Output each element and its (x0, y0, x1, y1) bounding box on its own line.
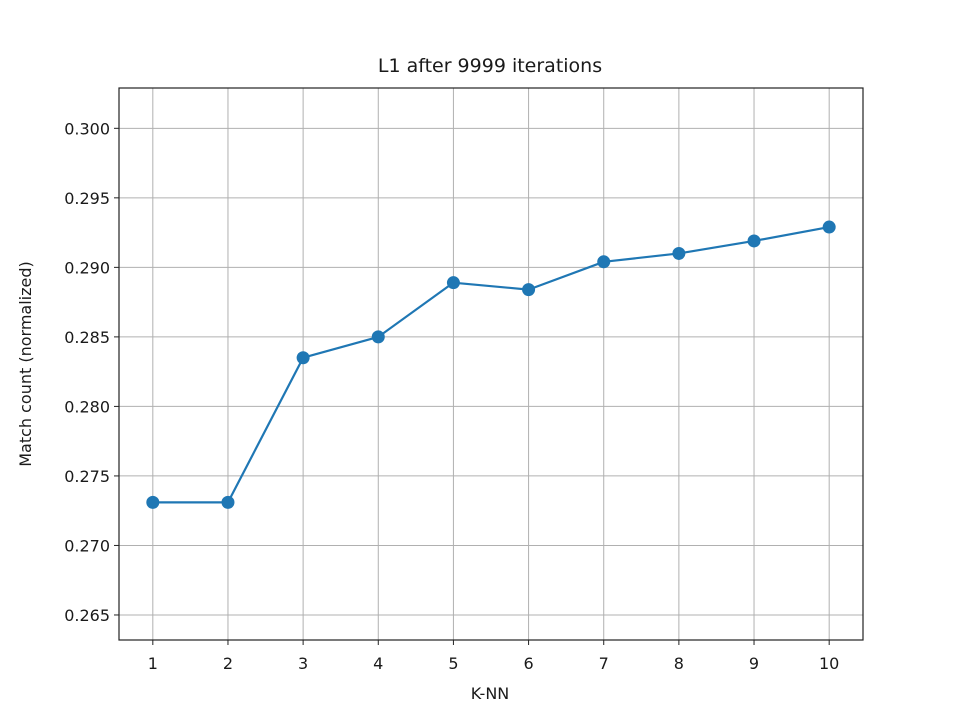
ticks: 1 2 3 4 5 6 7 8 9 10 0.265 0.270 0.275 0.280 0.285 0.29… (64, 119, 839, 673)
data-point (146, 495, 160, 509)
x-tick-label: 5 (448, 654, 458, 673)
x-tick-label: 9 (749, 654, 759, 673)
x-tick-label: 8 (674, 654, 684, 673)
data-point (597, 255, 611, 269)
x-tick-label: 10 (819, 654, 839, 673)
x-tick-label: 6 (523, 654, 533, 673)
series-layer (146, 220, 836, 509)
series-line (152, 225, 830, 504)
grid (119, 88, 863, 640)
y-tick-label: 0.295 (64, 189, 110, 208)
x-tick-label: 7 (599, 654, 609, 673)
data-point (672, 246, 686, 260)
data-point (221, 495, 235, 509)
y-tick-label: 0.290 (64, 258, 110, 277)
y-tick-label: 0.300 (64, 119, 110, 138)
data-point (371, 330, 385, 344)
y-tick-label: 0.280 (64, 397, 110, 416)
x-axis-label: K-NN (471, 684, 510, 703)
data-point (446, 276, 460, 290)
x-tick-label: 2 (223, 654, 233, 673)
data-point (522, 283, 536, 297)
chart-title: L1 after 9999 iterations (378, 55, 602, 77)
y-tick-label: 0.270 (64, 536, 110, 555)
y-tick-label: 0.285 (64, 328, 110, 347)
x-tick-label: 1 (148, 654, 158, 673)
plot-frame (118, 87, 864, 641)
y-tick-label: 0.265 (64, 606, 110, 625)
x-tick-label: 4 (373, 654, 383, 673)
data-point (822, 220, 836, 234)
data-point (747, 234, 761, 248)
data-point (296, 351, 310, 365)
y-axis-label: Match count (normalized) (16, 261, 35, 467)
y-tick-label: 0.275 (64, 467, 110, 486)
x-tick-label: 3 (298, 654, 308, 673)
